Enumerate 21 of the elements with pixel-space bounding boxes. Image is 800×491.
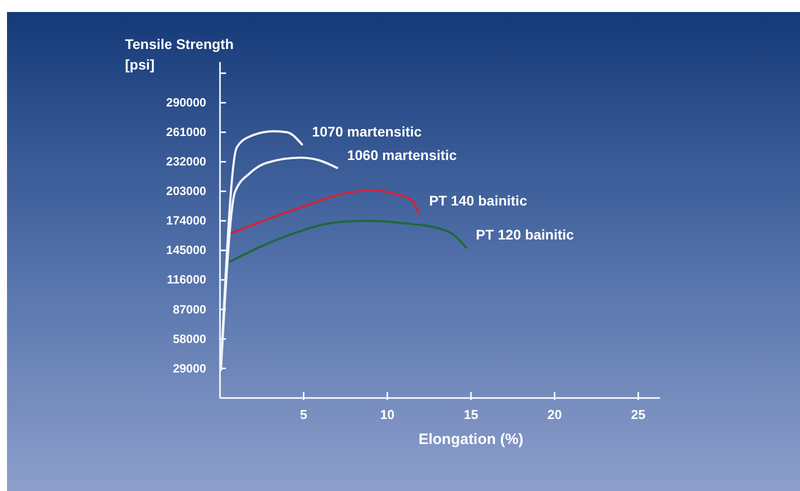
series-label: PT 120 bainitic bbox=[476, 226, 574, 242]
y-tick-label: 261000 bbox=[166, 125, 207, 140]
series-label: 1070 martensitic bbox=[312, 123, 422, 140]
y-tick-label: 203000 bbox=[166, 184, 207, 198]
series-label: PT 140 bainitic bbox=[429, 192, 528, 209]
y-tick-label: 232000 bbox=[166, 154, 207, 169]
y-tick-label: 290000 bbox=[166, 96, 207, 110]
x-tick-label: 10 bbox=[380, 407, 395, 422]
x-tick-label: 5 bbox=[300, 407, 308, 422]
y-tick-label: 145000 bbox=[166, 243, 207, 258]
series-label: 1060 martensitic bbox=[347, 146, 458, 163]
y-tick-label: 58000 bbox=[172, 332, 207, 346]
y-tick-label: 87000 bbox=[172, 302, 207, 316]
y-tick-label: 29000 bbox=[172, 361, 207, 376]
x-axis-title: Elongation (%) bbox=[418, 431, 524, 448]
x-tick-label: 20 bbox=[547, 407, 562, 422]
y-tick-label: 116000 bbox=[166, 272, 207, 287]
y-axis-title: Tensile Strength [psi] bbox=[125, 36, 234, 72]
x-tick-label: 15 bbox=[464, 407, 478, 422]
x-tick-label: 25 bbox=[631, 407, 646, 422]
y-tick-label: 174000 bbox=[166, 214, 207, 228]
